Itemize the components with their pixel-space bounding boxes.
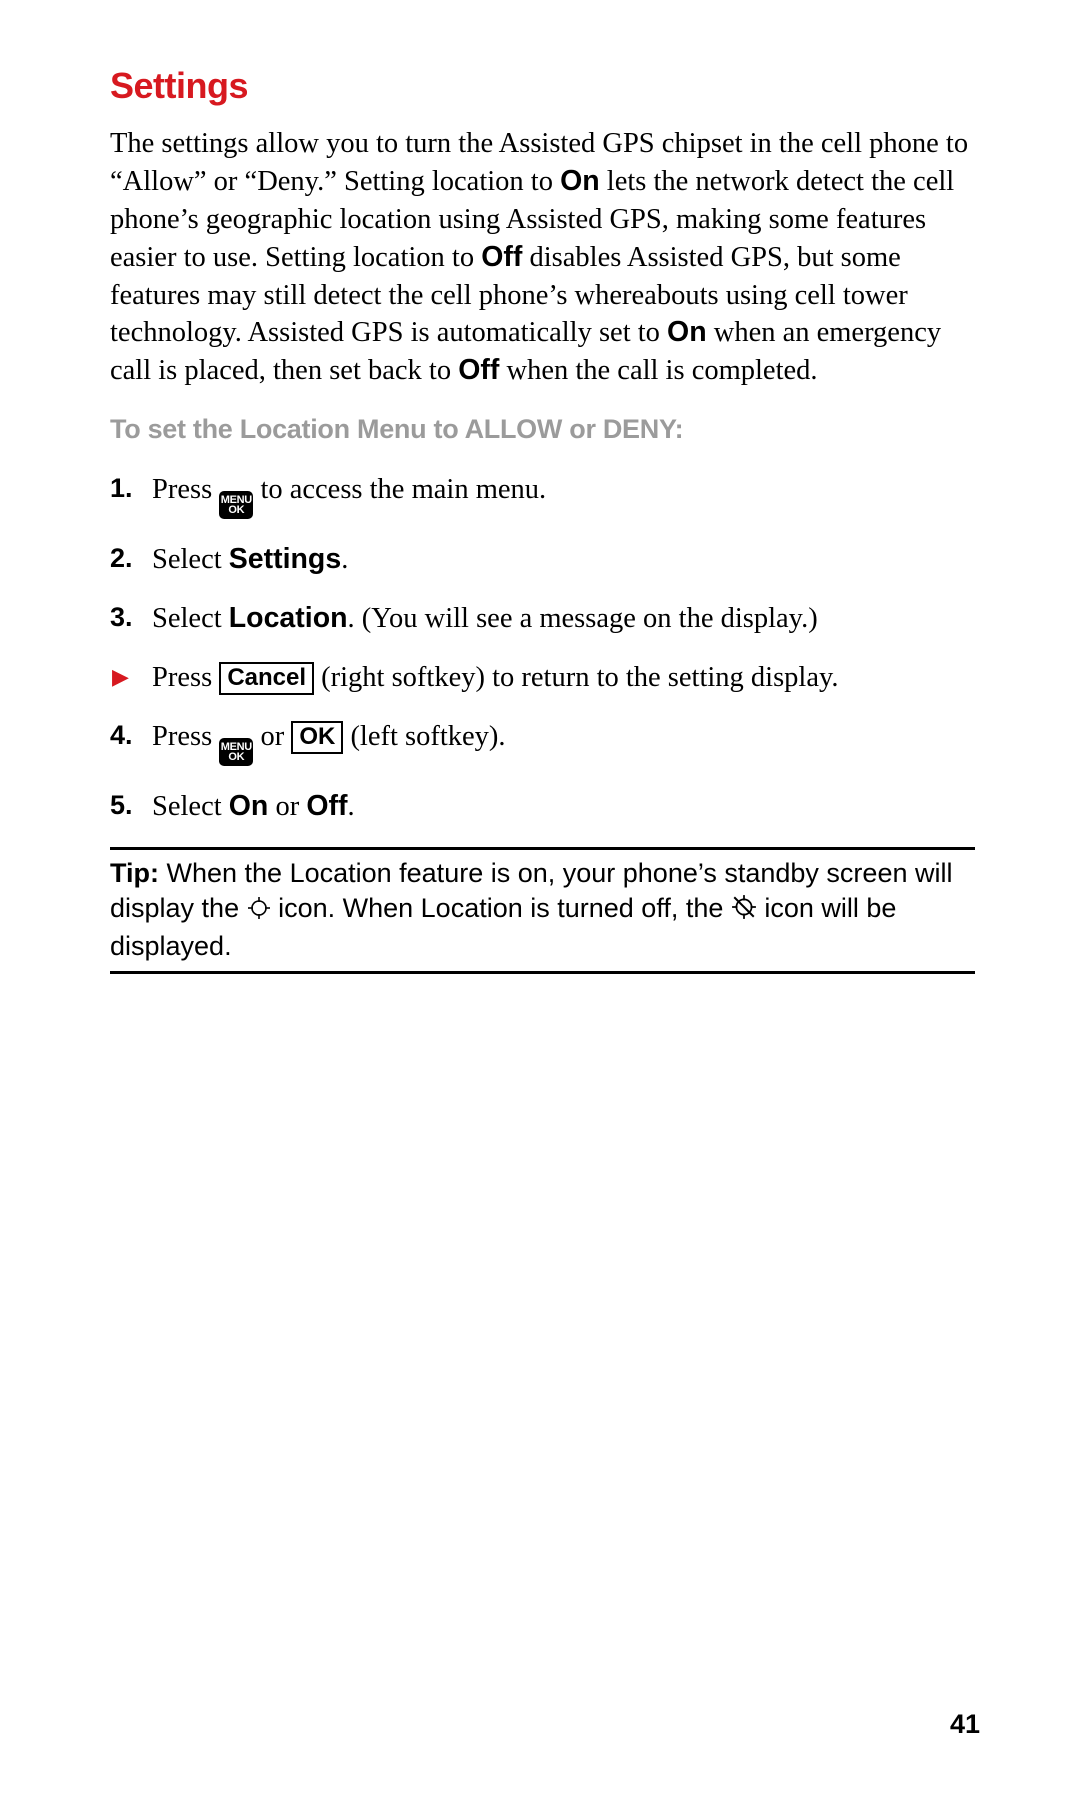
intro-on1: On <box>560 165 600 197</box>
step-4-text-a: Press <box>152 721 219 752</box>
tip-box: Tip: When the Location feature is on, yo… <box>110 847 975 974</box>
step-1-text-b: to access the main menu. <box>253 474 546 505</box>
location-off-icon <box>731 894 757 929</box>
step-5-text-b: or <box>268 791 306 822</box>
menu-key-line2b: OK <box>228 752 244 762</box>
menu-key-line2: OK <box>228 505 244 515</box>
step-5-off: Off <box>306 790 347 822</box>
cancel-softkey-icon: Cancel <box>219 662 314 695</box>
intro-off1: Off <box>481 241 522 273</box>
steps-subheading: To set the Location Menu to ALLOW or DEN… <box>110 414 975 445</box>
bullet-text-a: Press <box>152 662 219 693</box>
step-3: Select Location. (You will see a message… <box>110 600 975 637</box>
step-3-text-c: . (You will see a message on the display… <box>348 603 818 634</box>
step-4: Press MENUOK or OK (left softkey). <box>110 718 975 766</box>
step-5-text-c: . <box>348 791 355 822</box>
step-1-text-a: Press <box>152 474 219 505</box>
step-5-on: On <box>229 790 269 822</box>
manual-page: Settings The settings allow you to turn … <box>0 0 1080 1800</box>
location-on-icon <box>247 894 271 929</box>
step-4-text-b: or <box>253 721 291 752</box>
intro-on2: On <box>667 316 707 348</box>
step-5-text-a: Select <box>152 791 229 822</box>
menu-ok-key-icon: MENUOK <box>219 491 253 519</box>
steps-list: Press MENUOK to access the main menu. Se… <box>110 471 975 637</box>
step-1: Press MENUOK to access the main menu. <box>110 471 975 519</box>
steps-list-cont: Press MENUOK or OK (left softkey). Selec… <box>110 718 975 825</box>
step-2-text-c: . <box>341 544 348 575</box>
page-number: 41 <box>950 1709 980 1740</box>
section-heading: Settings <box>110 65 975 107</box>
tip-label: Tip: <box>110 858 159 888</box>
step-4-text-c: (left softkey). <box>343 721 505 752</box>
step-3-sub-bullet: ▶ Press Cancel (right softkey) to return… <box>110 659 975 696</box>
step-2-text-a: Select <box>152 544 229 575</box>
bullet-text-b: (right softkey) to return to the setting… <box>314 662 839 693</box>
ok-softkey-icon: OK <box>291 721 343 754</box>
step-3-location: Location <box>229 602 348 634</box>
step-3-text-a: Select <box>152 603 229 634</box>
step-2: Select Settings. <box>110 541 975 578</box>
intro-off2: Off <box>458 354 499 386</box>
menu-ok-key-icon: MENUOK <box>219 738 253 766</box>
tip-seg2: icon. When Location is turned off, the <box>271 893 731 923</box>
step-5: Select On or Off. <box>110 788 975 825</box>
step-2-settings: Settings <box>229 543 341 575</box>
intro-seg5: when the call is completed. <box>499 355 817 386</box>
intro-paragraph: The settings allow you to turn the Assis… <box>110 125 975 390</box>
triangle-bullet-icon: ▶ <box>112 663 129 692</box>
